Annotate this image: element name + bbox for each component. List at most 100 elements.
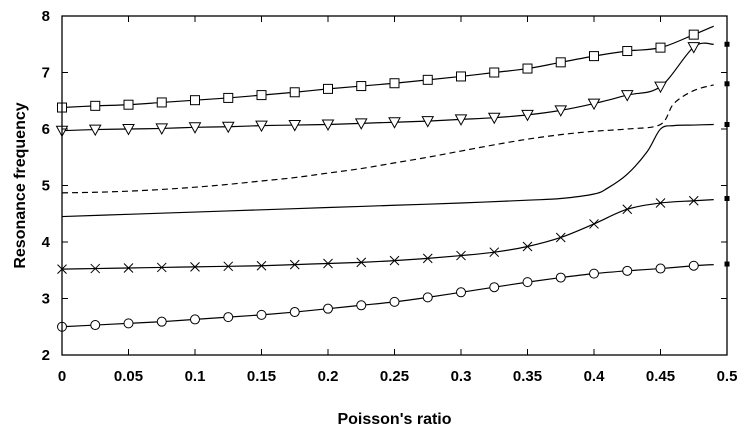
marker-x — [256, 260, 267, 271]
y-tick-label: 5 — [42, 178, 50, 195]
marker-x — [356, 257, 367, 268]
marker-square — [156, 97, 167, 108]
marker-x — [589, 219, 599, 229]
y-tick-label: 4 — [42, 234, 51, 251]
x-tick-label: 0.15 — [247, 368, 276, 385]
marker-triangle-down — [654, 81, 667, 94]
marker-circle — [422, 292, 433, 303]
marker-circle — [123, 318, 134, 329]
marker-x — [555, 232, 566, 243]
x-tick-label: 0.2 — [318, 368, 339, 385]
x-tick-label: 0.05 — [114, 368, 143, 385]
marker-triangle-down — [587, 98, 601, 111]
marker-triangle-down — [88, 124, 102, 137]
series-line-2 — [61, 42, 714, 132]
marker-square — [289, 87, 300, 98]
series-layer — [61, 25, 714, 328]
marker-square — [422, 74, 433, 85]
marker-square — [589, 51, 599, 62]
marker-triangle-down — [687, 42, 701, 54]
marker-triangle-down — [620, 90, 634, 102]
y-axis-label: Resonance frequency — [12, 102, 29, 268]
marker-square — [389, 78, 400, 89]
marker-circle — [256, 309, 267, 320]
marker-circle — [589, 268, 599, 279]
marker-circle — [289, 307, 300, 318]
marker-circle — [688, 260, 699, 271]
marker-triangle-down — [354, 118, 368, 130]
x-axis-ticks: 0 0.05 0.1 0.15 0.2 0.25 0.3 0.35 0.4 0.45 0.5 — [58, 16, 738, 385]
marker-circle — [323, 303, 333, 314]
x-tick-label: 0.25 — [380, 368, 409, 385]
marker-circle — [489, 282, 500, 293]
marker-x — [655, 198, 666, 208]
y-tick-label: 8 — [42, 8, 50, 25]
marker-circle — [655, 263, 666, 274]
marker-square — [356, 81, 367, 92]
marker-x — [289, 259, 300, 270]
marker-square — [655, 42, 666, 53]
marker-square — [555, 57, 566, 68]
marker-triangle-down — [487, 112, 501, 125]
marker-circle — [356, 300, 367, 311]
marker-circle — [190, 314, 200, 325]
marker-x — [223, 261, 234, 272]
x-tick-label: 0.5 — [717, 368, 738, 385]
marker-x — [156, 262, 167, 273]
series-line-1 — [61, 25, 714, 109]
marker-x — [522, 241, 533, 252]
marker-x — [456, 250, 466, 261]
marker-x — [389, 255, 400, 266]
series-line-4 — [61, 123, 714, 218]
marker-triangle-down — [521, 109, 534, 122]
marker-triangle-down — [554, 105, 568, 117]
marker-x — [190, 262, 200, 272]
marker-circle — [223, 312, 234, 323]
marker-circle — [90, 320, 101, 331]
marker-triangle-down — [388, 117, 401, 129]
x-tick-label: 0 — [58, 368, 66, 385]
marker-square — [456, 71, 466, 82]
marker-square — [688, 29, 699, 40]
y-tick-label: 2 — [42, 347, 50, 364]
marker-x — [688, 195, 699, 206]
x-tick-label: 0.1 — [185, 368, 206, 385]
marker-x — [489, 247, 500, 258]
x-tick-label: 0.3 — [451, 368, 472, 385]
marker-square — [622, 46, 633, 57]
x-axis-label: Poisson's ratio — [337, 411, 451, 428]
marker-square — [323, 83, 333, 94]
marker-square — [223, 92, 234, 103]
y-tick-label: 3 — [42, 291, 50, 308]
marker-circle — [389, 296, 400, 307]
series-line-5 — [61, 199, 714, 270]
marker-square — [90, 100, 101, 111]
marker-triangle-down — [188, 122, 202, 134]
marker-triangle-down — [421, 116, 435, 128]
marker-square — [489, 67, 500, 78]
marker-square — [522, 63, 533, 74]
y-tick-label: 7 — [42, 65, 50, 82]
marker-triangle-down — [221, 121, 235, 134]
marker-triangle-down — [321, 119, 335, 132]
marker-triangle-down — [122, 124, 135, 136]
marker-circle — [522, 277, 533, 288]
y-axis-ticks: 2 3 4 5 6 7 8 — [42, 8, 727, 364]
marker-triangle-down — [255, 120, 268, 133]
marker-x — [123, 263, 134, 273]
x-tick-label: 0.45 — [646, 368, 675, 385]
marker-x — [90, 263, 101, 274]
series-line-3 — [61, 84, 714, 194]
marker-circle — [156, 316, 167, 327]
marker-x — [422, 253, 433, 264]
marker-triangle-down — [454, 114, 468, 126]
x-tick-label: 0.4 — [584, 368, 606, 385]
marker-circle — [456, 287, 466, 298]
marker-square — [256, 90, 267, 101]
marker-circle — [555, 272, 566, 283]
marker-x — [323, 258, 333, 269]
marker-square — [190, 95, 200, 106]
x-tick-label: 0.35 — [513, 368, 542, 385]
marker-x — [622, 204, 633, 215]
